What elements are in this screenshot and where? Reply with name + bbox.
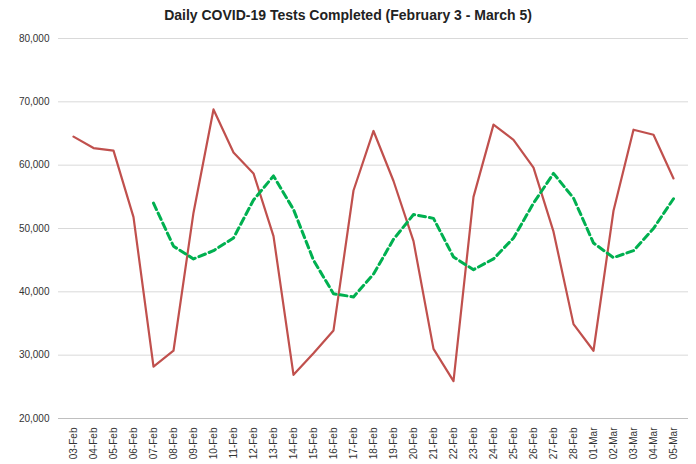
svg-text:70,000: 70,000: [19, 96, 50, 107]
svg-text:27-Feb: 27-Feb: [548, 427, 559, 459]
svg-text:07-Feb: 07-Feb: [148, 427, 159, 459]
svg-text:17-Feb: 17-Feb: [348, 427, 359, 459]
svg-text:01-Mar: 01-Mar: [588, 427, 599, 459]
svg-text:06-Feb: 06-Feb: [128, 427, 139, 459]
svg-text:18-Feb: 18-Feb: [368, 427, 379, 459]
svg-text:02-Mar: 02-Mar: [608, 427, 619, 459]
svg-text:12-Feb: 12-Feb: [248, 427, 259, 459]
svg-text:80,000: 80,000: [19, 33, 50, 44]
svg-text:20-Feb: 20-Feb: [408, 427, 419, 459]
svg-text:13-Feb: 13-Feb: [268, 427, 279, 459]
svg-text:40,000: 40,000: [19, 286, 50, 297]
svg-text:60,000: 60,000: [19, 159, 50, 170]
svg-text:22-Feb: 22-Feb: [448, 427, 459, 459]
svg-text:04-Feb: 04-Feb: [88, 427, 99, 459]
svg-text:19-Feb: 19-Feb: [388, 427, 399, 459]
svg-text:30,000: 30,000: [19, 349, 50, 360]
svg-text:16-Feb: 16-Feb: [328, 427, 339, 459]
svg-text:03-Feb: 03-Feb: [68, 427, 79, 459]
svg-text:10-Feb: 10-Feb: [208, 427, 219, 459]
svg-text:25-Feb: 25-Feb: [508, 427, 519, 459]
svg-text:21-Feb: 21-Feb: [428, 427, 439, 459]
svg-text:08-Feb: 08-Feb: [168, 427, 179, 459]
svg-text:50,000: 50,000: [19, 223, 50, 234]
svg-text:05-Mar: 05-Mar: [668, 427, 679, 459]
html-text:Daily COVID-19 Tests Completed: Daily COVID-19 Tests Completed (February…: [164, 7, 532, 23]
svg-text:20,000: 20,000: [19, 413, 50, 424]
svg-text:05-Feb: 05-Feb: [108, 427, 119, 459]
svg-text:09-Feb: 09-Feb: [188, 427, 199, 459]
svg-text:04-Mar: 04-Mar: [648, 427, 659, 459]
svg-text:14-Feb: 14-Feb: [288, 427, 299, 459]
svg-text:15-Feb: 15-Feb: [308, 427, 319, 459]
svg-text:23-Feb: 23-Feb: [468, 427, 479, 459]
svg-text:11-Feb: 11-Feb: [228, 427, 239, 458]
svg-text:24-Feb: 24-Feb: [488, 427, 499, 459]
svg-text:26-Feb: 26-Feb: [528, 427, 539, 459]
svg-text:03-Mar: 03-Mar: [628, 427, 639, 459]
svg-text:28-Feb: 28-Feb: [568, 427, 579, 459]
